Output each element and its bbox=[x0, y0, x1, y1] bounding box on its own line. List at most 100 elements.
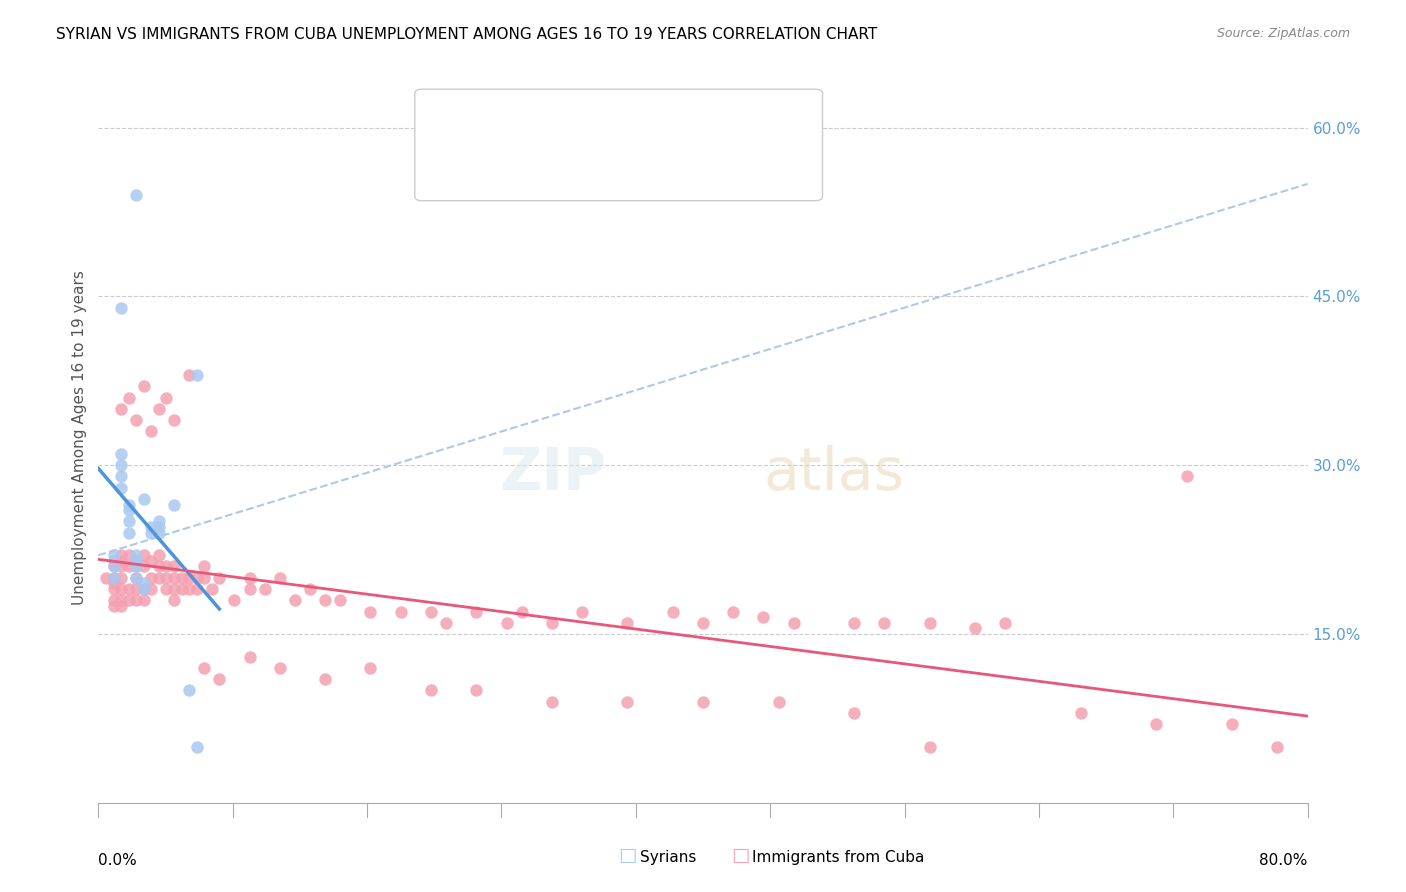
Point bbox=[163, 593, 186, 607]
Point bbox=[692, 694, 714, 708]
Point bbox=[314, 672, 336, 686]
Point bbox=[873, 615, 896, 630]
Point bbox=[94, 571, 117, 585]
Point bbox=[141, 525, 163, 540]
Point bbox=[132, 576, 155, 591]
Point bbox=[110, 582, 132, 596]
Point bbox=[118, 593, 141, 607]
Text: □: □ bbox=[619, 847, 637, 865]
Text: atlas: atlas bbox=[763, 445, 904, 502]
Point bbox=[329, 593, 352, 607]
Point bbox=[768, 694, 790, 708]
Point bbox=[125, 188, 148, 202]
Point bbox=[965, 621, 987, 635]
Point bbox=[465, 605, 488, 619]
Point bbox=[208, 672, 231, 686]
Point bbox=[179, 582, 201, 596]
Point bbox=[571, 605, 593, 619]
Point bbox=[125, 571, 148, 585]
Point bbox=[118, 582, 141, 596]
Point bbox=[110, 458, 132, 473]
Point bbox=[239, 649, 262, 664]
Point bbox=[148, 515, 170, 529]
Point bbox=[103, 559, 125, 574]
Point bbox=[110, 469, 132, 483]
Point bbox=[103, 571, 125, 585]
Point bbox=[132, 491, 155, 506]
Point bbox=[253, 582, 276, 596]
Point bbox=[163, 498, 186, 512]
Point bbox=[844, 615, 866, 630]
Point bbox=[163, 582, 186, 596]
Point bbox=[118, 503, 141, 517]
Point bbox=[360, 661, 382, 675]
Point bbox=[616, 694, 638, 708]
Point bbox=[224, 593, 246, 607]
Text: Syrians: Syrians bbox=[640, 850, 696, 865]
Point bbox=[118, 515, 141, 529]
Point bbox=[125, 554, 148, 568]
Point bbox=[155, 582, 177, 596]
Point bbox=[1144, 717, 1167, 731]
Point bbox=[118, 498, 141, 512]
Point bbox=[132, 582, 155, 596]
Point bbox=[1220, 717, 1243, 731]
Point bbox=[103, 571, 125, 585]
Point bbox=[193, 661, 215, 675]
Point bbox=[125, 559, 148, 574]
Point bbox=[148, 401, 170, 416]
Point bbox=[783, 615, 806, 630]
Point bbox=[284, 593, 307, 607]
Text: ■: ■ bbox=[439, 150, 457, 169]
Point bbox=[110, 481, 132, 495]
Text: SYRIAN VS IMMIGRANTS FROM CUBA UNEMPLOYMENT AMONG AGES 16 TO 19 YEARS CORRELATIO: SYRIAN VS IMMIGRANTS FROM CUBA UNEMPLOYM… bbox=[56, 27, 877, 42]
Point bbox=[420, 683, 443, 698]
Point bbox=[752, 610, 775, 624]
Point bbox=[125, 571, 148, 585]
Point bbox=[186, 582, 208, 596]
Point bbox=[193, 559, 215, 574]
Point bbox=[141, 571, 163, 585]
Point bbox=[170, 582, 193, 596]
Point bbox=[299, 582, 322, 596]
Point bbox=[201, 582, 224, 596]
Point bbox=[132, 548, 155, 562]
Point bbox=[125, 554, 148, 568]
Text: Immigrants from Cuba: Immigrants from Cuba bbox=[752, 850, 925, 865]
Text: N =: N = bbox=[583, 150, 613, 165]
Text: N =: N = bbox=[583, 120, 613, 136]
Y-axis label: Unemployment Among Ages 16 to 19 years: Unemployment Among Ages 16 to 19 years bbox=[72, 269, 87, 605]
Point bbox=[141, 582, 163, 596]
Point bbox=[110, 548, 132, 562]
Point bbox=[125, 582, 148, 596]
Point bbox=[1267, 739, 1289, 754]
Point bbox=[389, 605, 412, 619]
Point bbox=[844, 706, 866, 720]
Point bbox=[110, 401, 132, 416]
Point bbox=[1175, 469, 1198, 483]
Text: 108: 108 bbox=[633, 150, 665, 165]
Text: □: □ bbox=[731, 847, 749, 865]
Point bbox=[110, 447, 132, 461]
Point bbox=[103, 593, 125, 607]
Point bbox=[103, 582, 125, 596]
Point bbox=[163, 413, 186, 427]
Point bbox=[179, 368, 201, 383]
Text: 80.0%: 80.0% bbox=[1260, 854, 1308, 869]
Point bbox=[141, 520, 163, 534]
Point bbox=[148, 520, 170, 534]
Point bbox=[239, 582, 262, 596]
Point bbox=[918, 615, 941, 630]
Text: 29: 29 bbox=[633, 120, 654, 136]
Point bbox=[1070, 706, 1092, 720]
Point bbox=[103, 548, 125, 562]
Point bbox=[994, 615, 1017, 630]
Point bbox=[141, 554, 163, 568]
Point bbox=[208, 571, 231, 585]
Point bbox=[132, 582, 155, 596]
Text: Source: ZipAtlas.com: Source: ZipAtlas.com bbox=[1216, 27, 1350, 40]
Point bbox=[118, 548, 141, 562]
Point bbox=[110, 593, 132, 607]
Point bbox=[148, 559, 170, 574]
Text: ■: ■ bbox=[439, 120, 457, 139]
